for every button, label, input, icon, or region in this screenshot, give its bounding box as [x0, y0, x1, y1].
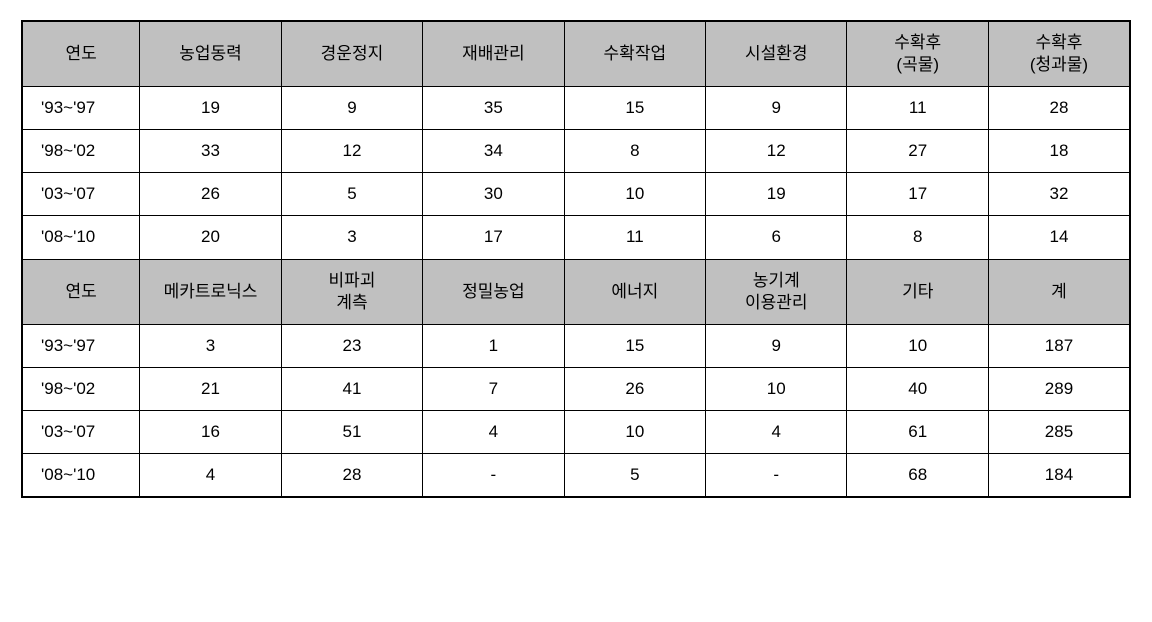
data-cell: 16: [140, 410, 281, 453]
data-cell: 15: [564, 324, 705, 367]
data-cell: 17: [847, 173, 988, 216]
data-cell: 8: [847, 216, 988, 259]
table-row: '08~'10 20 3 17 11 6 8 14: [22, 216, 1130, 259]
data-cell: -: [423, 454, 564, 498]
data-cell: 184: [988, 454, 1130, 498]
data-cell: 27: [847, 130, 988, 173]
data-cell: 34: [423, 130, 564, 173]
data-cell: 26: [140, 173, 281, 216]
data-cell: 1: [423, 324, 564, 367]
table-row: '03~'07 26 5 30 10 19 17 32: [22, 173, 1130, 216]
data-cell: 20: [140, 216, 281, 259]
year-cell: '93~'97: [22, 324, 140, 367]
data-cell: 11: [564, 216, 705, 259]
data-cell: 33: [140, 130, 281, 173]
table-row: '98~'02 21 41 7 26 10 40 289: [22, 367, 1130, 410]
table-row: '03~'07 16 51 4 10 4 61 285: [22, 410, 1130, 453]
data-cell: 10: [564, 173, 705, 216]
data-cell: 187: [988, 324, 1130, 367]
data-cell: 289: [988, 367, 1130, 410]
data-cell: 9: [281, 87, 422, 130]
header-row-1: 연도 농업동력 경운정지 재배관리 수확작업 시설환경 수확후(곡물) 수확후(…: [22, 21, 1130, 87]
header-cell: 기타: [847, 259, 988, 324]
data-cell: 3: [281, 216, 422, 259]
header-row-2: 연도 메카트로닉스 비파괴계측 정밀농업 에너지 농기계이용관리 기타 계: [22, 259, 1130, 324]
header-cell: 연도: [22, 21, 140, 87]
header-cell: 메카트로닉스: [140, 259, 281, 324]
header-cell: 에너지: [564, 259, 705, 324]
year-cell: '93~'97: [22, 87, 140, 130]
data-cell: 17: [423, 216, 564, 259]
data-cell: 10: [847, 324, 988, 367]
data-cell: 35: [423, 87, 564, 130]
data-cell: 5: [564, 454, 705, 498]
table-row: '08~'10 4 28 - 5 - 68 184: [22, 454, 1130, 498]
header-cell: 농업동력: [140, 21, 281, 87]
data-cell: 51: [281, 410, 422, 453]
table-body: 연도 농업동력 경운정지 재배관리 수확작업 시설환경 수확후(곡물) 수확후(…: [22, 21, 1130, 497]
data-cell: 12: [281, 130, 422, 173]
data-cell: 4: [140, 454, 281, 498]
data-cell: 8: [564, 130, 705, 173]
header-cell: 재배관리: [423, 21, 564, 87]
data-table: 연도 농업동력 경운정지 재배관리 수확작업 시설환경 수확후(곡물) 수확후(…: [21, 20, 1131, 498]
data-cell: 19: [140, 87, 281, 130]
data-cell: 4: [423, 410, 564, 453]
data-cell: 30: [423, 173, 564, 216]
data-cell: 3: [140, 324, 281, 367]
year-cell: '03~'07: [22, 410, 140, 453]
data-cell: 14: [988, 216, 1130, 259]
header-cell: 경운정지: [281, 21, 422, 87]
year-cell: '98~'02: [22, 367, 140, 410]
data-cell: 12: [706, 130, 847, 173]
header-cell: 수확후(청과물): [988, 21, 1130, 87]
data-cell: 285: [988, 410, 1130, 453]
data-cell: -: [706, 454, 847, 498]
data-cell: 7: [423, 367, 564, 410]
data-cell: 4: [706, 410, 847, 453]
data-cell: 32: [988, 173, 1130, 216]
year-cell: '03~'07: [22, 173, 140, 216]
data-cell: 6: [706, 216, 847, 259]
header-cell: 정밀농업: [423, 259, 564, 324]
header-cell: 연도: [22, 259, 140, 324]
table-row: '93~'97 19 9 35 15 9 11 28: [22, 87, 1130, 130]
year-cell: '08~'10: [22, 454, 140, 498]
data-cell: 26: [564, 367, 705, 410]
data-cell: 41: [281, 367, 422, 410]
data-cell: 9: [706, 87, 847, 130]
data-cell: 5: [281, 173, 422, 216]
header-cell: 수확후(곡물): [847, 21, 988, 87]
data-cell: 19: [706, 173, 847, 216]
data-cell: 18: [988, 130, 1130, 173]
header-cell: 시설환경: [706, 21, 847, 87]
data-cell: 40: [847, 367, 988, 410]
data-cell: 68: [847, 454, 988, 498]
data-cell: 11: [847, 87, 988, 130]
data-cell: 10: [706, 367, 847, 410]
data-cell: 21: [140, 367, 281, 410]
data-cell: 23: [281, 324, 422, 367]
header-cell: 수확작업: [564, 21, 705, 87]
header-cell: 비파괴계측: [281, 259, 422, 324]
data-cell: 10: [564, 410, 705, 453]
header-cell: 계: [988, 259, 1130, 324]
table-row: '93~'97 3 23 1 15 9 10 187: [22, 324, 1130, 367]
table-row: '98~'02 33 12 34 8 12 27 18: [22, 130, 1130, 173]
data-cell: 9: [706, 324, 847, 367]
header-cell: 농기계이용관리: [706, 259, 847, 324]
data-cell: 28: [988, 87, 1130, 130]
year-cell: '08~'10: [22, 216, 140, 259]
data-cell: 28: [281, 454, 422, 498]
data-cell: 61: [847, 410, 988, 453]
year-cell: '98~'02: [22, 130, 140, 173]
data-cell: 15: [564, 87, 705, 130]
